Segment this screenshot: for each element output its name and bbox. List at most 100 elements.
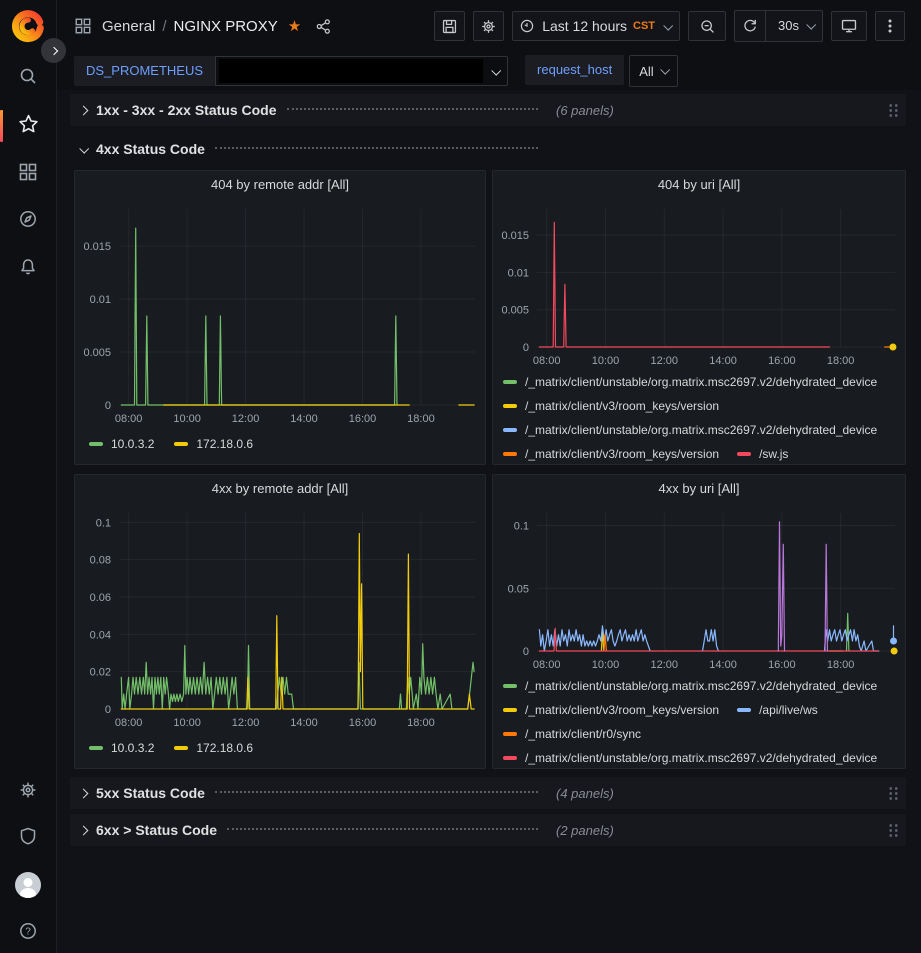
legend-swatch [737, 708, 752, 712]
time-range-label: Last 12 hours [542, 18, 628, 34]
legend-swatch [503, 684, 517, 688]
sidebar-item-dashboards[interactable] [0, 154, 56, 194]
svg-text:?: ? [25, 926, 31, 937]
svg-text:12:00: 12:00 [232, 717, 260, 729]
tv-mode-button[interactable] [831, 11, 867, 41]
panel-title[interactable]: 404 by uri [All] [657, 177, 741, 192]
sidebar-item-configuration[interactable] [0, 772, 56, 812]
dashboard-settings-button[interactable] [473, 11, 505, 41]
chevron-right-icon [78, 825, 89, 835]
row-header-4xx[interactable]: 4xx Status Code [70, 133, 906, 165]
legend-swatch [503, 380, 517, 384]
row-header-6xx[interactable]: 6xx > Status Code (2 panels) [70, 814, 906, 846]
legend-item[interactable]: 172.18.0.6 [174, 437, 253, 451]
row-header-1xx-3xx-2xx[interactable]: 1xx - 3xx - 2xx Status Code (6 panels) [70, 94, 906, 126]
chart-4xx-by-remote-addr[interactable]: 08:00 10:00 12:00 14:00 16:00 18:00 0 0.02 0.04 0… [75, 503, 485, 733]
svg-text:16:00: 16:00 [349, 413, 377, 425]
sidebar-item-help[interactable]: ? [0, 913, 56, 953]
legend-item[interactable]: 10.0.3.2 [89, 741, 154, 755]
sidebar-expand-button[interactable] [41, 38, 66, 63]
sidebar-item-explore[interactable] [0, 201, 56, 241]
dashboards-breadcrumb-icon[interactable] [74, 17, 92, 35]
svg-text:18:00: 18:00 [407, 413, 435, 425]
sidebar-item-profile[interactable] [0, 865, 56, 905]
compass-icon [18, 209, 38, 234]
more-options-kebab-button[interactable] [875, 11, 905, 41]
legend-swatch [503, 452, 517, 456]
legend-item[interactable]: /_matrix/client/unstable/org.matrix.msc2… [503, 423, 877, 437]
row-drag-handle[interactable] [888, 785, 899, 801]
legend-item[interactable]: /_matrix/client/unstable/org.matrix.msc2… [503, 751, 877, 765]
datasource-variable-select[interactable] [215, 56, 509, 86]
legend-swatch [737, 452, 752, 456]
zoom-out-time-button[interactable] [688, 11, 727, 41]
chevron-down-icon [806, 19, 817, 30]
time-range-picker[interactable]: Last 12 hours CST [512, 11, 681, 41]
panel-title[interactable]: 404 by remote addr [All] [210, 177, 350, 192]
legend-item[interactable]: 10.0.3.2 [89, 437, 154, 451]
legend-item[interactable]: /_matrix/client/v3/room_keys/version [503, 703, 719, 717]
svg-text:18:00: 18:00 [827, 659, 855, 671]
chart-404-by-uri[interactable]: 08:00 10:00 12:00 14:00 16:00 18:00 0 0.005 0.01… [493, 199, 905, 371]
button-divider [765, 11, 767, 41]
panel-title[interactable]: 4xx by uri [All] [658, 481, 740, 496]
legend-item[interactable]: /_matrix/client/unstable/org.matrix.msc2… [503, 679, 877, 693]
request-host-variable-label: request_host [525, 55, 625, 85]
legend-item[interactable]: /_matrix/client/v3/room_keys/version [503, 447, 719, 461]
legend-label: /_matrix/client/unstable/org.matrix.msc2… [525, 679, 878, 693]
legend-item[interactable]: /sw.js [737, 447, 788, 461]
svg-text:10:00: 10:00 [592, 659, 620, 671]
chart-404-by-remote-addr[interactable]: 08:00 10:00 12:00 14:00 16:00 18:00 0 0.005 0.01… [75, 199, 485, 429]
sidebar-item-starred[interactable] [0, 106, 56, 146]
monitor-icon [841, 19, 857, 33]
refresh-button[interactable] [735, 11, 765, 39]
legend-item[interactable]: 172.18.0.6 [174, 741, 253, 755]
row-panel-count: (4 panels) [556, 785, 614, 801]
svg-text:10:00: 10:00 [173, 413, 201, 425]
legend-item[interactable]: /_matrix/client/v3/room_keys/version [503, 399, 719, 413]
gear-icon [482, 19, 495, 33]
grafana-logo[interactable] [0, 6, 56, 50]
breadcrumb-dashboard-title[interactable]: NGINX PROXY [173, 17, 278, 35]
gear-icon [18, 780, 38, 805]
svg-text:14:00: 14:00 [290, 717, 318, 729]
save-dashboard-button[interactable] [434, 11, 466, 41]
breadcrumb-section[interactable]: General [102, 17, 156, 35]
kebab-menu-icon [888, 19, 892, 33]
svg-text:0.005: 0.005 [83, 347, 111, 359]
row-drag-handle[interactable] [888, 822, 899, 838]
svg-text:16:00: 16:00 [349, 717, 377, 729]
refresh-icon [744, 19, 756, 32]
sidebar-item-alerting[interactable] [0, 249, 56, 289]
svg-text:18:00: 18:00 [827, 355, 855, 367]
zoom-out-icon [700, 19, 714, 33]
share-icon[interactable] [315, 18, 332, 35]
refresh-interval-dropdown[interactable]: 30s [766, 11, 822, 39]
legend-label: /_matrix/client/unstable/org.matrix.msc2… [525, 423, 878, 437]
row-drag-handle[interactable] [888, 102, 899, 118]
chevron-down-icon [491, 65, 502, 76]
favorite-star-icon[interactable]: ★ [287, 17, 302, 35]
help-icon: ? [18, 921, 38, 946]
panel-title[interactable]: 4xx by remote addr [All] [211, 481, 349, 496]
sidebar-item-server-admin[interactable] [0, 818, 56, 858]
request-host-variable-select[interactable]: All [629, 55, 678, 87]
legend-label: 10.0.3.2 [111, 741, 155, 755]
legend-item[interactable]: /api/live/ws [737, 703, 818, 717]
row-header-5xx[interactable]: 5xx Status Code (4 panels) [70, 777, 906, 809]
legend-swatch [503, 428, 517, 432]
top-chrome: General / NGINX PROXY ★ [56, 0, 921, 90]
legend-item[interactable]: /_matrix/client/r0/sync [503, 727, 641, 741]
sidebar-item-search[interactable] [0, 58, 56, 98]
dotted-leader [214, 790, 538, 793]
search-icon [18, 66, 38, 91]
legend-label: 172.18.0.6 [196, 437, 254, 451]
variables-bar: DS_PROMETHEUS request_host All [56, 52, 921, 90]
legend-item[interactable]: /_matrix/client/unstable/org.matrix.msc2… [503, 375, 877, 389]
chevron-down-icon [79, 143, 90, 154]
svg-text:08:00: 08:00 [533, 355, 561, 367]
dotted-leader [227, 827, 538, 830]
dotted-leader [286, 107, 538, 110]
svg-text:0.06: 0.06 [90, 592, 111, 604]
chart-4xx-by-uri[interactable]: 08:00 10:00 12:00 14:00 16:00 18:00 0 0.05 0.1 [493, 503, 905, 675]
